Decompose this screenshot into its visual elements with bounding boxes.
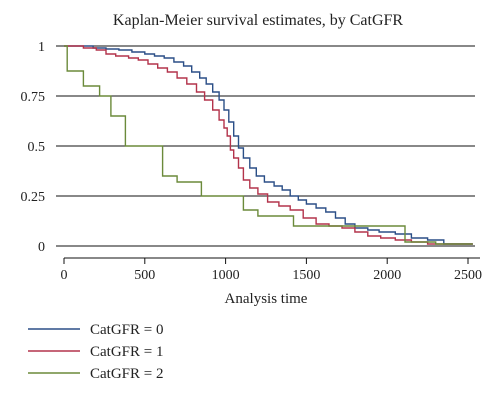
x-tick-label: 0 xyxy=(61,268,68,283)
x-tick-label: 1500 xyxy=(292,268,320,283)
series-line-catgfr-0 xyxy=(64,45,473,245)
x-tick-label: 500 xyxy=(134,268,155,283)
legend-label: CatGFR = 2 xyxy=(90,366,163,382)
legend-label: CatGFR = 0 xyxy=(90,322,163,338)
legend-label: CatGFR = 1 xyxy=(90,344,163,360)
x-tick-label: 2500 xyxy=(454,268,482,283)
series-line-catgfr-2 xyxy=(64,45,473,245)
y-tick-label: 0 xyxy=(38,240,45,255)
x-tick-label: 2000 xyxy=(373,268,401,283)
y-tick-label: 0.5 xyxy=(28,140,46,155)
axes: 0 0.25 0.5 0.75 1 0 500 1000 1500 2000 2500 xyxy=(21,40,483,283)
y-tick-label: 0.25 xyxy=(21,190,46,205)
x-tick-label: 1000 xyxy=(212,268,240,283)
y-tick-label: 0.75 xyxy=(21,90,46,105)
x-axis-title: Analysis time xyxy=(225,291,308,307)
y-tick-label: 1 xyxy=(38,40,45,55)
series-line-catgfr-1 xyxy=(64,45,473,245)
plot-area xyxy=(64,45,473,245)
chart-title: Kaplan-Meier survival estimates, by CatG… xyxy=(113,12,403,29)
legend: CatGFR = 0 CatGFR = 1 CatGFR = 2 xyxy=(28,322,163,382)
